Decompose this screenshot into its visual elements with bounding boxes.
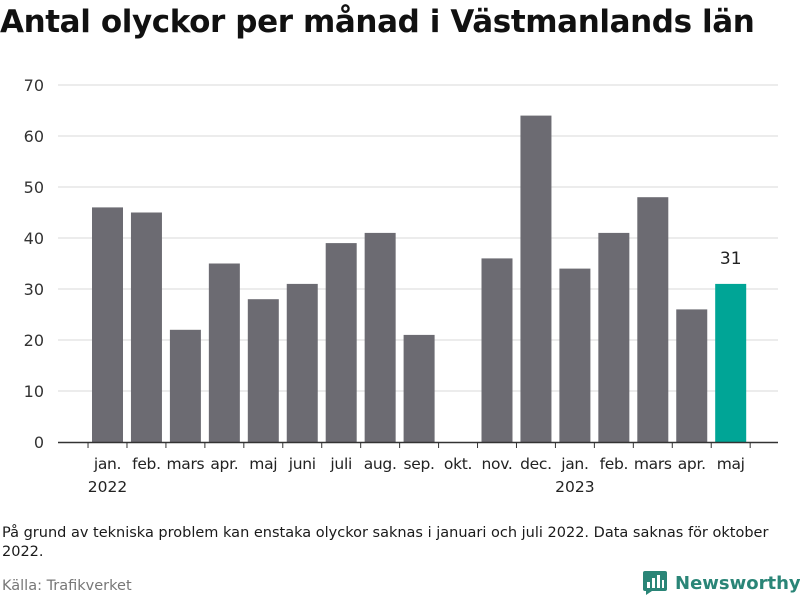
x-tick-label: jan. bbox=[560, 455, 588, 473]
x-axis: jan. feb. mars apr. maj juni juli aug. sep. okt. n… bbox=[58, 441, 778, 496]
bar bbox=[130, 212, 162, 442]
x-year-label: 2022 bbox=[88, 478, 127, 496]
bar bbox=[598, 232, 630, 442]
bar bbox=[208, 263, 240, 442]
bar bbox=[92, 207, 123, 442]
x-tick-label: sep. bbox=[404, 455, 435, 473]
bar bbox=[325, 243, 357, 442]
x-tick-label: feb. bbox=[600, 455, 629, 473]
x-tick-label: maj bbox=[249, 455, 277, 473]
bar bbox=[364, 232, 396, 442]
x-tick-label: maj bbox=[717, 455, 745, 473]
bars bbox=[92, 115, 747, 442]
chart-title: Antal olyckor per månad i Västmanlands l… bbox=[0, 4, 755, 40]
x-tick-label: apr. bbox=[210, 455, 238, 473]
x-tick-label: mars bbox=[166, 455, 204, 473]
footnote: På grund av tekniska problem kan enstaka… bbox=[2, 525, 769, 560]
x-tick-label: aug. bbox=[364, 455, 397, 473]
bar bbox=[169, 329, 201, 442]
bar bbox=[559, 268, 591, 442]
data-label: 31 bbox=[720, 249, 742, 269]
y-tick-label: 30 bbox=[24, 280, 44, 299]
y-tick-label: 50 bbox=[24, 178, 44, 197]
x-tick-label: apr. bbox=[678, 455, 706, 473]
y-tick-label: 10 bbox=[24, 382, 44, 401]
x-tick-label: okt. bbox=[444, 455, 472, 473]
x-year-label: 2023 bbox=[555, 478, 594, 496]
bar bbox=[481, 258, 513, 442]
y-tick-label: 0 bbox=[34, 433, 44, 452]
x-tick-label: feb. bbox=[132, 455, 161, 473]
bar bbox=[715, 283, 747, 442]
y-tick-label: 40 bbox=[24, 229, 44, 248]
brand-name: Newsworthy bbox=[675, 572, 800, 594]
x-tick-label: juni bbox=[288, 455, 316, 473]
x-tick-label: nov. bbox=[481, 455, 512, 473]
y-tick-label: 60 bbox=[24, 127, 44, 146]
x-tick-label: jan. bbox=[93, 455, 121, 473]
brand-logo[interactable]: Newsworthy bbox=[643, 569, 800, 597]
x-tick-label: dec. bbox=[520, 455, 552, 473]
source-label: Källa: Trafikverket bbox=[2, 578, 132, 594]
bar bbox=[247, 299, 279, 442]
bar bbox=[403, 334, 435, 442]
x-tick-label: juli bbox=[329, 455, 352, 473]
y-tick-label: 70 bbox=[24, 76, 44, 95]
bar bbox=[676, 309, 708, 442]
y-axis-ticks: 0 10 20 30 40 50 60 70 bbox=[24, 76, 44, 452]
bar-chart-logo-icon bbox=[643, 571, 667, 595]
x-tick-label: mars bbox=[634, 455, 672, 473]
bar bbox=[520, 115, 552, 442]
bar-annotations: 31 bbox=[720, 249, 742, 269]
y-tick-label: 20 bbox=[24, 331, 44, 350]
bar bbox=[637, 197, 669, 442]
bar bbox=[286, 283, 318, 442]
